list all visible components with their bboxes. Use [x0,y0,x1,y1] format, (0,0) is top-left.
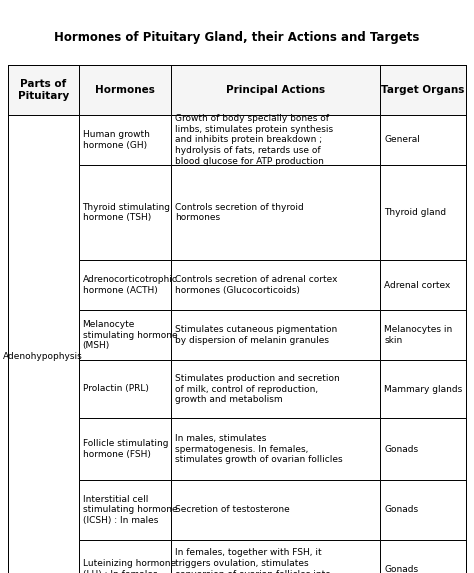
Text: Controls secretion of thyroid
hormones: Controls secretion of thyroid hormones [175,203,304,222]
Bar [380,165,466,260]
Bar [380,540,466,573]
Bar [171,310,380,360]
Bar [380,115,466,165]
Bar [79,260,171,310]
Text: Secretion of testosterone: Secretion of testosterone [175,505,290,515]
Text: Controls secretion of adrenal cortex
hormones (Glucocorticoids): Controls secretion of adrenal cortex hor… [175,275,337,295]
Text: Parts of
Pituitary: Parts of Pituitary [18,79,69,101]
Bar [380,65,466,115]
Bar [171,360,380,418]
Text: Mammary glands: Mammary glands [384,384,463,394]
Bar [171,418,380,480]
Text: In males, stimulates
spermatogenesis. In females,
stimulates growth of ovarian f: In males, stimulates spermatogenesis. In… [175,434,343,464]
Text: Stimulates cutaneous pigmentation
by dispersion of melanin granules: Stimulates cutaneous pigmentation by dis… [175,325,337,345]
Text: Adrenocorticotrophic
hormone (ACTH): Adrenocorticotrophic hormone (ACTH) [82,275,177,295]
Text: Melanocyte
stimulating hormone
(MSH): Melanocyte stimulating hormone (MSH) [82,320,177,350]
Text: Principal Actions: Principal Actions [226,85,325,95]
Bar [171,540,380,573]
Bar [8,65,79,115]
Text: Thyroid stimulating
hormone (TSH): Thyroid stimulating hormone (TSH) [82,203,171,222]
Text: General: General [384,135,420,144]
Bar [79,540,171,573]
Bar [380,480,466,540]
Text: Gonads: Gonads [384,505,419,515]
Bar [171,115,380,165]
Bar [79,360,171,418]
Text: Stimulates production and secretion
of milk, control of reproduction,
growth and: Stimulates production and secretion of m… [175,374,340,404]
Text: In females, together with FSH, it
triggers ovulation, stimulates
conversion of o: In females, together with FSH, it trigge… [175,548,331,573]
Text: Thyroid gland: Thyroid gland [384,208,447,217]
Text: Hormones of Pituitary Gland, their Actions and Targets: Hormones of Pituitary Gland, their Actio… [55,30,419,44]
Bar [380,360,466,418]
Bar [8,115,79,573]
Bar [171,65,380,115]
Bar [380,418,466,480]
Text: Luteinizing hormone
(LH) : In females: Luteinizing hormone (LH) : In females [82,559,176,573]
Bar [171,480,380,540]
Text: Adenohypophysis: Adenohypophysis [3,352,83,361]
Bar [79,418,171,480]
Text: Growth of body specially bones of
limbs, stimulates protein synthesis
and inhibi: Growth of body specially bones of limbs,… [175,114,333,166]
Text: Hormones: Hormones [95,85,155,95]
Bar [79,65,171,115]
Text: Follicle stimulating
hormone (FSH): Follicle stimulating hormone (FSH) [82,439,168,459]
Text: Target Organs: Target Organs [382,85,465,95]
Bar [171,165,380,260]
Bar [380,260,466,310]
Bar [79,165,171,260]
Bar [171,260,380,310]
Text: Interstitial cell
stimulating hormone
(ICSH) : In males: Interstitial cell stimulating hormone (I… [82,494,177,525]
Text: Gonads: Gonads [384,445,419,453]
Text: Adrenal cortex: Adrenal cortex [384,281,451,289]
Text: Melanocytes in
skin: Melanocytes in skin [384,325,453,345]
Bar [79,480,171,540]
Text: Human growth
hormone (GH): Human growth hormone (GH) [82,130,149,150]
Bar [79,115,171,165]
Bar [380,310,466,360]
Text: Gonads: Gonads [384,564,419,573]
Text: Prolactin (PRL): Prolactin (PRL) [82,384,148,394]
Bar [79,310,171,360]
